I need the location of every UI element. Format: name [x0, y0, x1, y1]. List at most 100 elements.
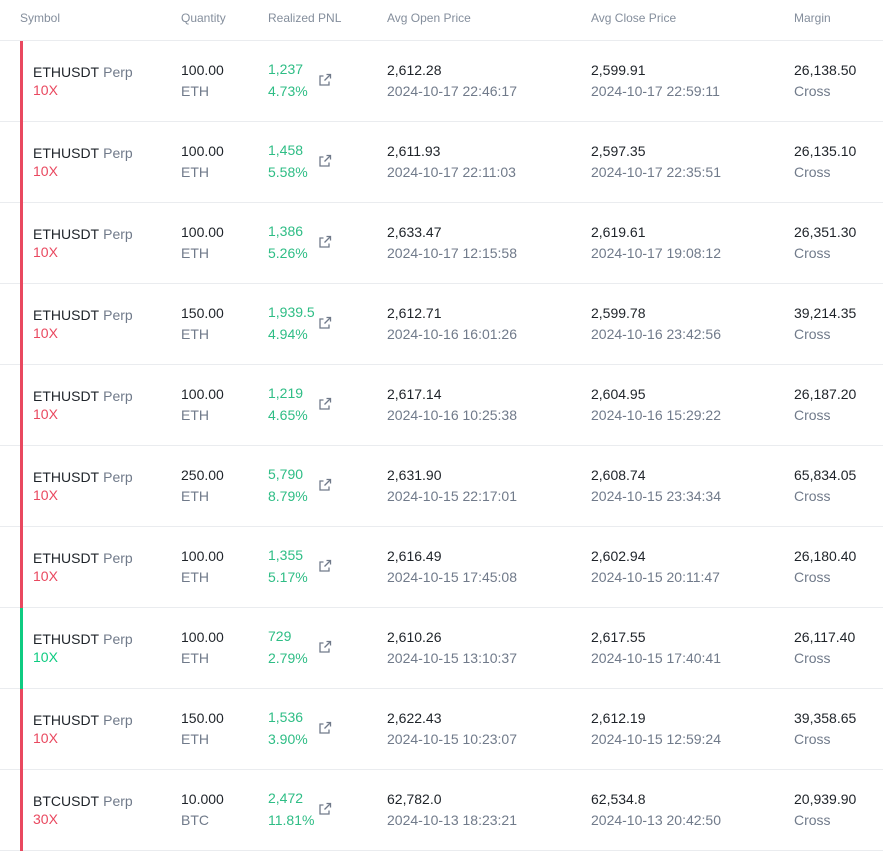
margin-value: 20,939.90	[794, 791, 857, 807]
avg-close-price: 2,597.35	[591, 143, 646, 159]
contract-type: Perp	[103, 64, 133, 80]
quantity-value: 10.000	[181, 791, 224, 807]
symbol-cell: ETHUSDT Perp	[33, 226, 133, 242]
symbol-pair: ETHUSDT	[33, 550, 100, 566]
quantity-value: 150.00	[181, 305, 224, 321]
leverage: 10X	[33, 82, 58, 98]
table-row[interactable]: ETHUSDT Perp 10X 100.00 ETH 1,458 5.58% 2,611.9…	[0, 122, 883, 203]
leverage: 10X	[33, 325, 58, 341]
avg-open-price: 2,633.47	[387, 224, 442, 240]
side-indicator	[20, 365, 23, 446]
header-symbol[interactable]: Symbol	[20, 11, 61, 25]
avg-close-price: 2,612.19	[591, 710, 646, 726]
symbol-cell: ETHUSDT Perp	[33, 469, 133, 485]
table-row[interactable]: ETHUSDT Perp 10X 150.00 ETH 1,536 3.90% 2,622.4…	[0, 689, 883, 770]
quantity-unit: ETH	[181, 245, 209, 261]
quantity-unit: ETH	[181, 569, 209, 585]
realized-pnl-percent: 11.81%	[268, 812, 315, 828]
leverage: 30X	[33, 811, 58, 827]
table-row[interactable]: ETHUSDT Perp 10X 100.00 ETH 729 2.79% 2,610.26 2…	[0, 608, 883, 689]
share-icon[interactable]	[318, 478, 332, 492]
quantity-value: 100.00	[181, 143, 224, 159]
symbol-pair: ETHUSDT	[33, 145, 100, 161]
avg-open-price: 2,617.14	[387, 386, 442, 402]
header-avg-open-price[interactable]: Avg Open Price	[387, 11, 471, 25]
table-row[interactable]: BTCUSDT Perp 30X 10.000 BTC 2,472 11.81% 62,782…	[0, 770, 883, 851]
side-indicator	[20, 527, 23, 608]
contract-type: Perp	[103, 712, 133, 728]
share-icon[interactable]	[318, 235, 332, 249]
quantity-value: 150.00	[181, 710, 224, 726]
realized-pnl-percent: 3.90%	[268, 731, 308, 747]
realized-pnl-percent: 5.58%	[268, 164, 308, 180]
table-row[interactable]: ETHUSDT Perp 10X 100.00 ETH 1,386 5.26% 2,633.4…	[0, 203, 883, 284]
open-time: 2024-10-17 22:11:03	[387, 164, 516, 180]
symbol-cell: BTCUSDT Perp	[33, 793, 133, 809]
margin-mode: Cross	[794, 569, 831, 585]
realized-pnl-value: 1,219	[268, 385, 304, 401]
close-time: 2024-10-17 22:59:11	[591, 83, 720, 99]
close-time: 2024-10-17 19:08:12	[591, 245, 721, 261]
quantity-unit: ETH	[181, 326, 209, 342]
table-row[interactable]: ETHUSDT Perp 10X 250.00 ETH 5,790 8.79% 2,631.9…	[0, 446, 883, 527]
table-row[interactable]: ETHUSDT Perp 10X 100.00 ETH 1,355 5.17% 2,616.4…	[0, 527, 883, 608]
margin-mode: Cross	[794, 650, 831, 666]
realized-pnl-percent: 4.65%	[268, 407, 308, 423]
realized-pnl-value: 1,386	[268, 223, 304, 239]
avg-close-price: 2,617.55	[591, 629, 646, 645]
symbol-pair: ETHUSDT	[33, 307, 100, 323]
open-time: 2024-10-15 10:23:07	[387, 731, 517, 747]
header-realized-pnl[interactable]: Realized PNL	[268, 11, 342, 25]
open-time: 2024-10-16 16:01:26	[387, 326, 517, 342]
close-time: 2024-10-13 20:42:50	[591, 812, 721, 828]
margin-mode: Cross	[794, 83, 831, 99]
contract-type: Perp	[103, 226, 133, 242]
share-icon[interactable]	[318, 154, 332, 168]
realized-pnl-value: 5,790	[268, 466, 304, 482]
side-indicator	[20, 203, 23, 284]
symbol-cell: ETHUSDT Perp	[33, 631, 133, 647]
quantity-unit: ETH	[181, 731, 209, 747]
avg-close-price: 2,619.61	[591, 224, 646, 240]
share-icon[interactable]	[318, 721, 332, 735]
close-time: 2024-10-15 20:11:47	[591, 569, 720, 585]
share-icon[interactable]	[318, 397, 332, 411]
margin-mode: Cross	[794, 164, 831, 180]
avg-open-price: 2,622.43	[387, 710, 442, 726]
avg-open-price: 2,612.28	[387, 62, 442, 78]
contract-type: Perp	[103, 469, 133, 485]
quantity-unit: ETH	[181, 407, 209, 423]
margin-value: 26,135.10	[794, 143, 857, 159]
open-time: 2024-10-15 22:17:01	[387, 488, 517, 504]
table-row[interactable]: ETHUSDT Perp 10X 100.00 ETH 1,237 4.73% 2,612.2…	[0, 41, 883, 122]
table-row[interactable]: ETHUSDT Perp 10X 100.00 ETH 1,219 4.65% 2,617.1…	[0, 365, 883, 446]
leverage: 10X	[33, 730, 58, 746]
avg-open-price: 2,631.90	[387, 467, 442, 483]
leverage: 10X	[33, 406, 58, 422]
share-icon[interactable]	[318, 316, 332, 330]
share-icon[interactable]	[318, 640, 332, 654]
side-indicator	[20, 284, 23, 365]
quantity-unit: ETH	[181, 488, 209, 504]
symbol-cell: ETHUSDT Perp	[33, 550, 133, 566]
symbol-pair: ETHUSDT	[33, 64, 100, 80]
realized-pnl-value: 1,939.5	[268, 304, 315, 320]
header-margin[interactable]: Margin	[794, 11, 831, 25]
quantity-unit: ETH	[181, 650, 209, 666]
close-time: 2024-10-15 12:59:24	[591, 731, 721, 747]
avg-close-price: 62,534.8	[591, 791, 646, 807]
table-row[interactable]: ETHUSDT Perp 10X 150.00 ETH 1,939.5 4.94% 2,612…	[0, 284, 883, 365]
leverage: 10X	[33, 649, 58, 665]
avg-close-price: 2,604.95	[591, 386, 646, 402]
realized-pnl-value: 1,536	[268, 709, 304, 725]
avg-close-price: 2,602.94	[591, 548, 646, 564]
symbol-cell: ETHUSDT Perp	[33, 388, 133, 404]
header-quantity[interactable]: Quantity	[181, 11, 226, 25]
header-avg-close-price[interactable]: Avg Close Price	[591, 11, 677, 25]
share-icon[interactable]	[318, 559, 332, 573]
share-icon[interactable]	[318, 73, 332, 87]
margin-mode: Cross	[794, 731, 831, 747]
share-icon[interactable]	[318, 802, 332, 816]
avg-open-price: 2,611.93	[387, 143, 441, 159]
